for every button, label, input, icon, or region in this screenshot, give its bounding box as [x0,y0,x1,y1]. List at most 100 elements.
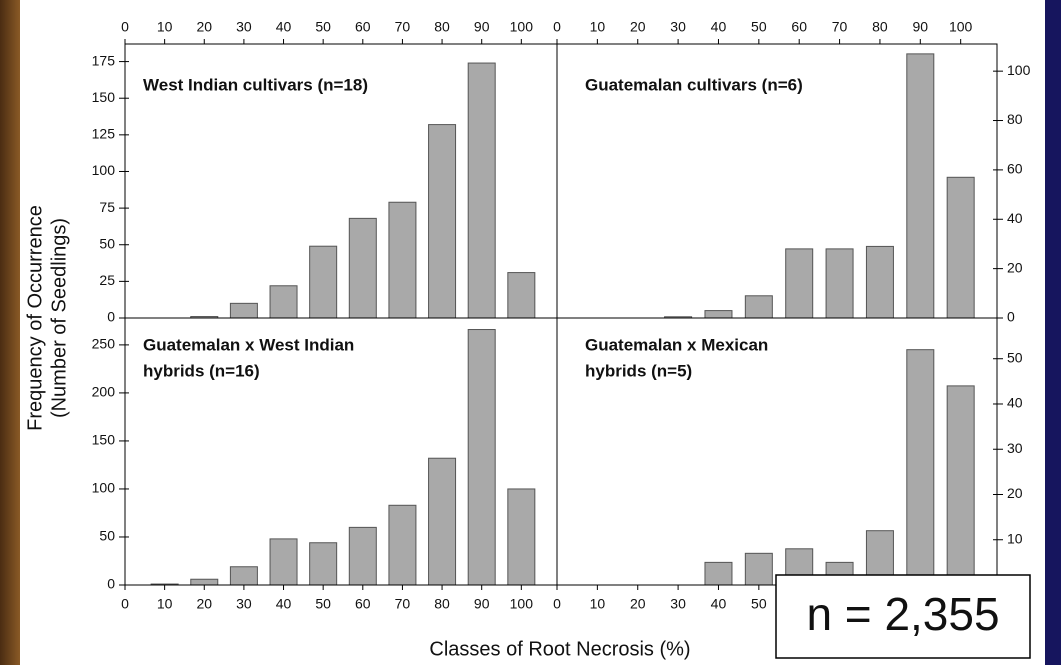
x-tick-label: 30 [670,596,686,612]
x-tick-label: 50 [315,596,331,612]
y-tick-label: 200 [92,384,116,400]
bar [429,458,456,585]
y-tick-label: 100 [92,480,116,496]
x-tick-label: 80 [434,596,450,612]
x-tick-label: 50 [751,596,767,612]
y-tick-label: 20 [1007,259,1023,275]
bar [230,567,257,585]
bar [826,249,853,318]
bar [508,273,535,318]
y-tick-label: 80 [1007,111,1023,127]
x-tick-label: 20 [196,19,212,35]
x-tick-label: 70 [395,596,411,612]
panel-title: hybrids (n=16) [143,361,260,380]
x-tick-label: 40 [276,596,292,612]
panel-title: West Indian cultivars (n=18) [143,75,368,94]
y-tick-label: 150 [92,89,116,105]
chart: Frequency of Occurrence (Number of Seedl… [0,0,1061,665]
bar [349,527,376,585]
y-tick-label: 175 [92,52,116,68]
x-tick-label: 0 [553,596,561,612]
x-tick-label: 50 [315,19,331,35]
y-tick-label: 60 [1007,161,1023,177]
x-tick-label: 90 [474,19,490,35]
x-tick-label: 20 [630,19,646,35]
y-tick-label: 0 [107,309,115,325]
y-axis-label: Frequency of Occurrence [24,205,46,431]
x-tick-label: 70 [395,19,411,35]
x-tick-label: 100 [510,19,534,35]
x-tick-label: 90 [474,596,490,612]
x-tick-label: 90 [913,19,929,35]
y-tick-label: 10 [1007,530,1023,546]
bar [907,350,934,585]
panel-title: Guatemalan x West Indian [143,335,354,354]
bar [745,553,772,585]
bar [191,579,218,585]
x-tick-label: 60 [791,19,807,35]
bar [310,246,337,318]
bar [907,54,934,318]
x-tick-label: 10 [590,596,606,612]
x-tick-label: 20 [196,596,212,612]
x-tick-label: 40 [711,19,727,35]
x-tick-label: 0 [121,19,129,35]
y-tick-label: 50 [1007,349,1023,365]
bar [705,311,732,318]
bar [270,539,297,585]
bar [947,177,974,318]
y-tick-label: 40 [1007,210,1023,226]
x-tick-label: 60 [355,19,371,35]
bar [705,562,732,585]
bar [866,246,893,318]
y-tick-label: 250 [92,336,116,352]
y-tick-label: 125 [92,126,116,142]
y-tick-label: 100 [1007,62,1031,78]
bar [468,63,495,318]
x-tick-label: 100 [510,596,534,612]
bar [745,296,772,318]
bar [389,505,416,585]
y-tick-label: 150 [92,432,116,448]
bar [468,330,495,585]
x-tick-label: 80 [872,19,888,35]
bar [230,303,257,318]
x-tick-label: 20 [630,596,646,612]
x-tick-label: 80 [434,19,450,35]
y-tick-label: 50 [99,235,115,251]
bar [947,386,974,585]
y-tick-label: 50 [99,528,115,544]
x-tick-label: 0 [553,19,561,35]
page: {"ylabel": ["Frequency of Occurrence", "… [0,0,1061,665]
x-tick-label: 30 [236,19,252,35]
x-tick-label: 40 [276,19,292,35]
bar [429,125,456,318]
bar [389,202,416,318]
x-tick-label: 10 [590,19,606,35]
x-tick-label: 10 [157,596,173,612]
y-tick-label: 0 [1007,309,1015,325]
x-axis-label: Classes of Root Necrosis (%) [429,638,690,660]
bar [349,218,376,318]
bar [508,489,535,585]
y-tick-label: 40 [1007,395,1023,411]
photo-edge [0,0,20,665]
y-tick-label: 20 [1007,485,1023,501]
y-tick-label: 0 [107,576,115,592]
x-tick-label: 50 [751,19,767,35]
y-tick-label: 75 [99,199,115,215]
bar [310,543,337,585]
panel-title: Guatemalan cultivars (n=6) [585,75,803,94]
annotation: n = 2,355 [806,588,999,640]
x-tick-label: 40 [711,596,727,612]
y-tick-label: 30 [1007,440,1023,456]
x-tick-label: 100 [949,19,973,35]
x-tick-label: 30 [670,19,686,35]
x-tick-label: 0 [121,596,129,612]
x-tick-label: 60 [355,596,371,612]
x-tick-label: 10 [157,19,173,35]
bar [270,286,297,318]
x-tick-label: 30 [236,596,252,612]
panel-title: Guatemalan x Mexican [585,335,768,354]
y-tick-label: 25 [99,272,115,288]
